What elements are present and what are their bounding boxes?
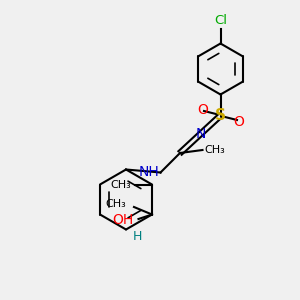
Text: CH₃: CH₃ xyxy=(204,145,225,155)
Text: O: O xyxy=(197,103,208,116)
Text: H: H xyxy=(132,230,142,244)
Text: S: S xyxy=(215,108,226,123)
Text: CH₃: CH₃ xyxy=(106,199,127,209)
Text: NH: NH xyxy=(138,166,159,179)
Text: N: N xyxy=(196,127,206,140)
Text: Cl: Cl xyxy=(214,14,227,27)
Text: OH: OH xyxy=(113,214,134,227)
Text: O: O xyxy=(233,115,244,128)
Text: CH₃: CH₃ xyxy=(110,179,131,190)
